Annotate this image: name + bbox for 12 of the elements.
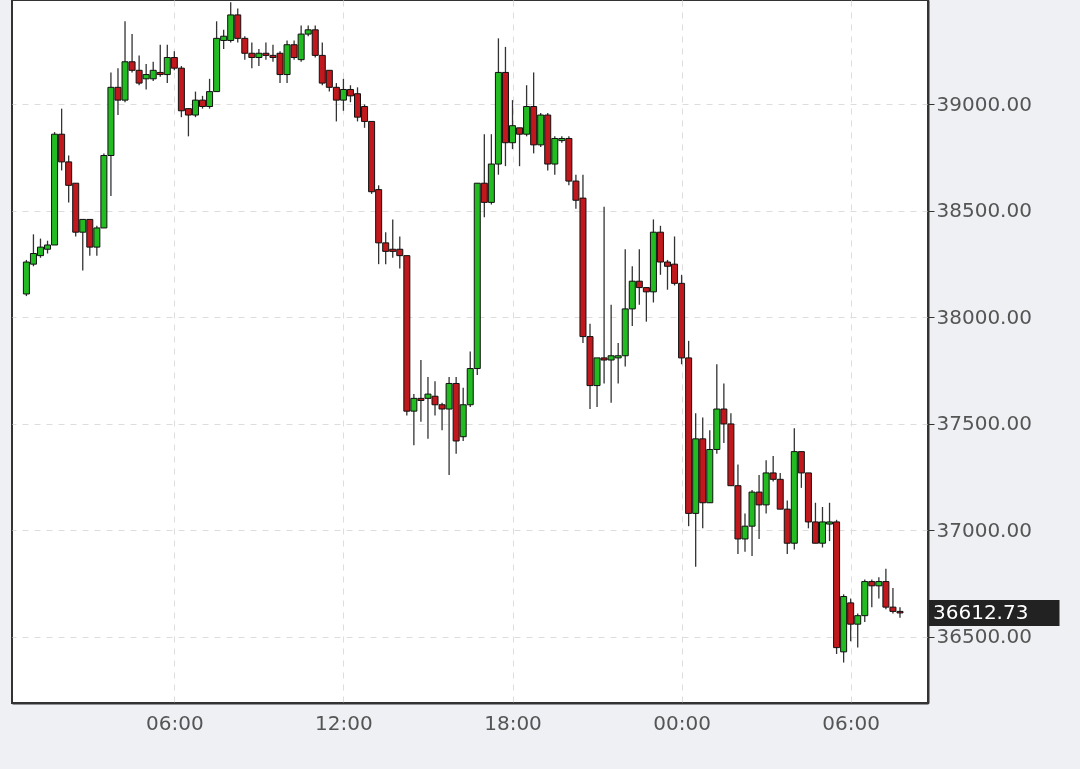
y-tick-label: 37500.00 bbox=[936, 411, 1032, 436]
x-tick-label: 06:00 bbox=[822, 710, 880, 735]
y-tick-label: 38500.00 bbox=[936, 198, 1032, 223]
x-tick-label: 18:00 bbox=[484, 710, 542, 735]
y-tick-label: 39000.00 bbox=[936, 91, 1032, 116]
y-tick-label: 36500.00 bbox=[936, 624, 1032, 649]
x-tick-label: 12:00 bbox=[315, 710, 373, 735]
y-tick-label: 37000.00 bbox=[936, 517, 1032, 542]
x-tick-label: 06:00 bbox=[146, 710, 204, 735]
y-tick-label: 38000.00 bbox=[936, 304, 1032, 329]
text: 36612.73 bbox=[933, 599, 1029, 624]
x-tick-label: 00:00 bbox=[653, 710, 711, 735]
